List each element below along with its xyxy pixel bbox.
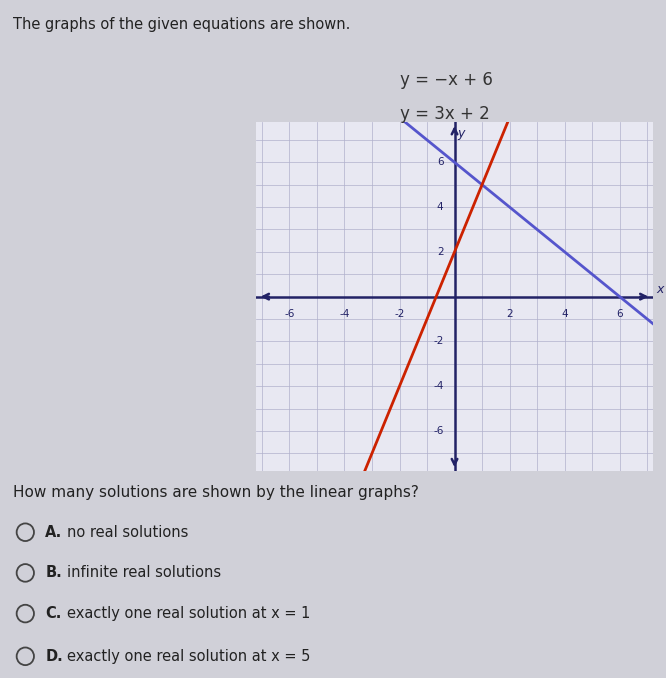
Text: The graphs of the given equations are shown.: The graphs of the given equations are sh… (13, 17, 351, 32)
Text: no real solutions: no real solutions (67, 525, 188, 540)
Text: -2: -2 (394, 309, 405, 319)
Text: 4: 4 (437, 202, 444, 212)
Text: 4: 4 (561, 309, 568, 319)
Text: exactly one real solution at x = 5: exactly one real solution at x = 5 (67, 649, 310, 664)
Text: -2: -2 (433, 336, 444, 346)
Text: y: y (458, 127, 465, 140)
Text: -6: -6 (433, 426, 444, 436)
Text: How many solutions are shown by the linear graphs?: How many solutions are shown by the line… (13, 485, 419, 500)
Text: A.: A. (45, 525, 63, 540)
Text: C.: C. (45, 606, 62, 621)
Text: -4: -4 (339, 309, 350, 319)
Text: y = −x + 6: y = −x + 6 (400, 71, 492, 89)
Text: infinite real solutions: infinite real solutions (67, 565, 220, 580)
Text: x: x (657, 283, 664, 296)
Text: exactly one real solution at x = 1: exactly one real solution at x = 1 (67, 606, 310, 621)
Text: D.: D. (45, 649, 63, 664)
Text: 6: 6 (437, 157, 444, 167)
Text: 6: 6 (616, 309, 623, 319)
Text: -4: -4 (433, 381, 444, 391)
Text: B.: B. (45, 565, 62, 580)
Text: -6: -6 (284, 309, 294, 319)
Text: y = 3x + 2: y = 3x + 2 (400, 105, 490, 123)
Text: 2: 2 (506, 309, 513, 319)
Text: 2: 2 (437, 247, 444, 257)
